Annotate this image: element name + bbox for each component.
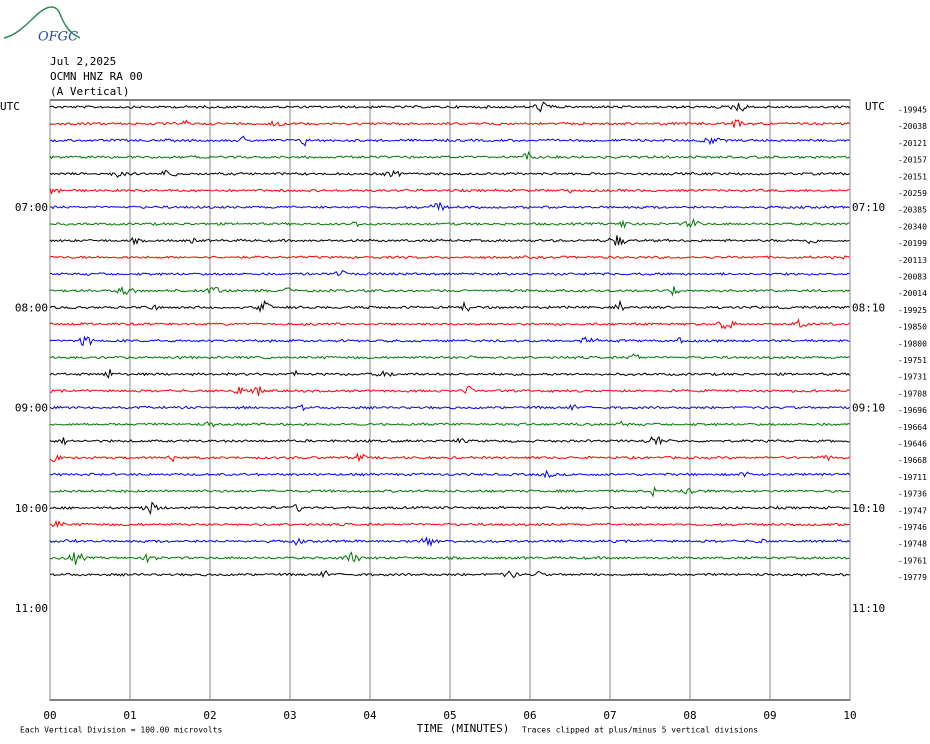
trace — [49, 353, 850, 360]
scale-note: Each Vertical Division = 100.00 microvol… — [20, 726, 222, 735]
trace-offset-label: -20259 — [898, 189, 927, 198]
trace — [49, 551, 850, 565]
trace-offset-label: -19945 — [898, 106, 927, 115]
x-tick-label: 02 — [203, 709, 216, 722]
component: (A Vertical) — [50, 85, 129, 98]
x-tick-label: 00 — [43, 709, 56, 722]
trace-offset-label: -19747 — [898, 506, 927, 515]
trace — [49, 119, 850, 128]
left-hour-label: 07:00 — [15, 201, 48, 214]
trace-offset-label: -19925 — [898, 306, 927, 315]
trace-offset-label: -20385 — [898, 206, 927, 215]
x-tick-label: 05 — [443, 709, 456, 722]
trace-offset-label: -19779 — [898, 573, 927, 582]
trace — [49, 469, 850, 479]
trace-offset-label: -19664 — [898, 423, 927, 432]
trace — [49, 452, 850, 463]
trace — [49, 403, 850, 412]
trace-offset-label: -20121 — [898, 139, 927, 148]
trace-offset-label: -19711 — [898, 473, 927, 482]
trace-offset-label: -19668 — [898, 456, 927, 465]
trace-offset-label: -20151 — [898, 172, 927, 181]
trace — [49, 255, 850, 260]
trace — [49, 318, 850, 330]
trace — [49, 299, 850, 313]
logo-mountain — [3, 6, 81, 39]
trace-offset-label: -20014 — [898, 289, 927, 298]
x-tick-label: 03 — [283, 709, 296, 722]
trace — [49, 369, 850, 379]
trace-offset-label: -19751 — [898, 356, 927, 365]
clip-note: Traces clipped at plus/minus 5 vertical … — [522, 726, 758, 735]
trace-offset-label: -19646 — [898, 440, 927, 449]
trace — [49, 501, 850, 516]
trace-offset-label: -19736 — [898, 490, 927, 499]
trace-offset-label: -19731 — [898, 373, 927, 382]
trace-offset-label: -20340 — [898, 222, 927, 231]
left-hour-label: 11:00 — [15, 602, 48, 615]
logo: OFGC — [38, 30, 78, 45]
trace — [49, 235, 850, 246]
right-hour-label: 10:10 — [852, 502, 885, 515]
trace-offset-label: -19696 — [898, 406, 927, 415]
trace — [49, 201, 850, 212]
trace-offset-label: -19708 — [898, 389, 927, 398]
trace-offset-label: -20199 — [898, 239, 927, 248]
x-tick-label: 08 — [683, 709, 696, 722]
trace — [49, 188, 850, 195]
x-axis-title: TIME (MINUTES) — [417, 722, 510, 735]
trace-offset-label: -20083 — [898, 273, 927, 282]
trace-offset-label: -20113 — [898, 256, 927, 265]
x-tick-label: 09 — [763, 709, 776, 722]
x-tick-label: 04 — [363, 709, 377, 722]
trace-offset-label: -19748 — [898, 540, 927, 549]
trace — [49, 570, 850, 579]
trace — [49, 101, 850, 113]
date: Jul 2,2025 — [50, 55, 116, 68]
trace — [49, 217, 850, 229]
trace-offset-label: -20157 — [898, 156, 927, 165]
trace-offset-label: -20038 — [898, 122, 927, 131]
trace — [49, 169, 850, 179]
trace-offset-label: -19761 — [898, 556, 927, 565]
trace-offset-label: -19850 — [898, 323, 927, 332]
trace — [49, 150, 850, 160]
trace — [49, 269, 850, 277]
trace — [49, 536, 850, 548]
right-hour-label: 08:10 — [852, 301, 885, 314]
trace — [49, 485, 850, 498]
left-hour-label: 08:00 — [15, 301, 48, 314]
trace — [49, 520, 850, 529]
left-hour-label: 09:00 — [15, 402, 48, 415]
x-tick-label: 06 — [523, 709, 536, 722]
trace — [50, 385, 850, 396]
x-tick-label: 01 — [123, 709, 136, 722]
right-axis-label: UTC — [865, 100, 885, 113]
trace — [49, 420, 850, 428]
left-axis-label: UTC — [0, 100, 20, 113]
right-hour-label: 09:10 — [852, 402, 885, 415]
trace — [49, 135, 850, 147]
trace — [49, 335, 850, 347]
trace — [49, 285, 850, 297]
trace — [49, 435, 850, 446]
x-tick-label: 07 — [603, 709, 616, 722]
station: OCMN HNZ RA 00 — [50, 70, 143, 83]
trace-offset-label: -19800 — [898, 339, 927, 348]
right-hour-label: 11:10 — [852, 602, 885, 615]
trace-offset-label: -19746 — [898, 523, 927, 532]
right-hour-label: 07:10 — [852, 201, 885, 214]
x-tick-label: 10 — [843, 709, 856, 722]
left-hour-label: 10:00 — [15, 502, 48, 515]
